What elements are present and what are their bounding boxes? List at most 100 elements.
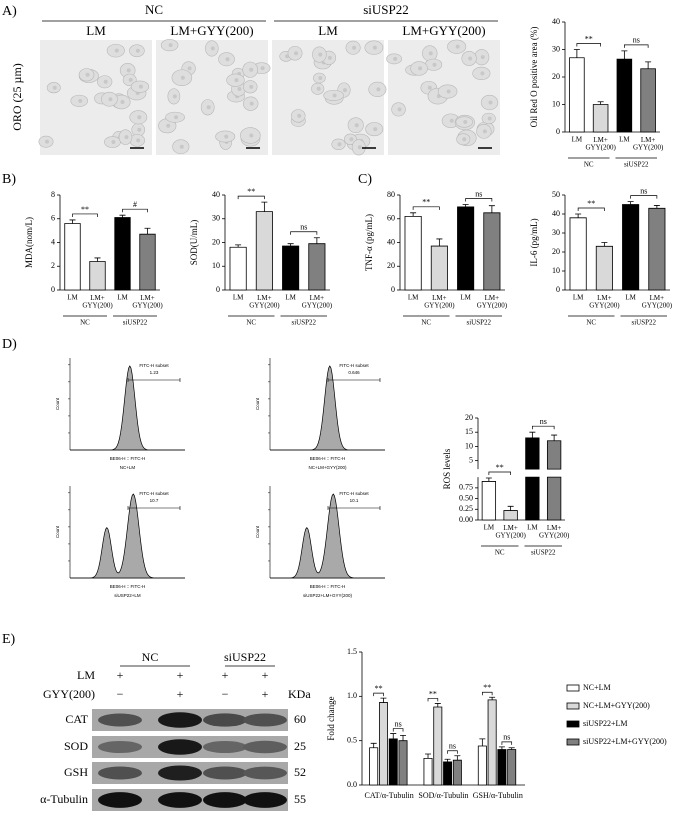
kda-label: 25 bbox=[294, 739, 306, 753]
y-tick-label: 6 bbox=[51, 214, 55, 223]
flow-y-label: Count bbox=[255, 525, 260, 538]
y-tick-label: 2 bbox=[51, 261, 55, 270]
x-tick-label: LM bbox=[484, 524, 495, 532]
error-bar bbox=[645, 61, 652, 69]
error-bar bbox=[485, 477, 492, 482]
bar bbox=[430, 245, 448, 291]
bar bbox=[546, 440, 562, 521]
legend-label: NC+LM bbox=[583, 683, 611, 692]
error-bar bbox=[94, 257, 101, 262]
nucleus bbox=[432, 62, 437, 67]
y-tick-label: 1.0 bbox=[347, 691, 357, 700]
nucleus bbox=[337, 142, 342, 147]
x-tick-label: LM+ GYY(200) bbox=[132, 294, 163, 310]
blot-band bbox=[98, 766, 142, 780]
y-tick-label: 30 bbox=[552, 228, 560, 237]
error-bar bbox=[235, 244, 242, 248]
nucleus bbox=[449, 118, 454, 123]
significance-label: ns bbox=[540, 417, 547, 426]
panel-label: E) bbox=[2, 632, 16, 647]
error-bar bbox=[462, 204, 469, 207]
group-label: NC bbox=[80, 319, 90, 327]
blot-sign: − bbox=[222, 687, 229, 701]
nucleus bbox=[294, 51, 299, 56]
bar bbox=[404, 215, 422, 291]
y-axis-label: ROS levels bbox=[442, 448, 452, 489]
bar bbox=[569, 217, 587, 291]
x-tick-label: LM bbox=[573, 294, 584, 302]
nucleus bbox=[137, 127, 142, 132]
x-tick-label: LM bbox=[460, 294, 471, 302]
nucleus bbox=[487, 116, 492, 121]
blot-sign: + bbox=[177, 668, 184, 682]
y-axis-label: Oil Red O positive area (%) bbox=[529, 27, 539, 128]
y-tick-label: 5 bbox=[469, 455, 473, 464]
group-label: NC bbox=[495, 549, 505, 557]
significance-label: ** bbox=[587, 199, 595, 208]
error-bar bbox=[489, 696, 496, 700]
error-bar bbox=[261, 201, 268, 212]
nucleus bbox=[316, 86, 321, 91]
significance-label: ** bbox=[496, 463, 504, 472]
significance-bracket bbox=[427, 698, 439, 702]
significance-label: ns bbox=[395, 719, 402, 728]
bar bbox=[114, 217, 131, 291]
y-tick-label: 20 bbox=[387, 261, 395, 270]
nucleus bbox=[234, 78, 239, 83]
bar bbox=[64, 223, 81, 291]
y-tick-label: 1.5 bbox=[347, 647, 357, 656]
flow-x-label: BE06-H :: FITC-H bbox=[110, 456, 146, 461]
y-tick-label: 4 bbox=[51, 237, 55, 246]
significance-bracket bbox=[465, 198, 493, 202]
gate-label: FITC-H subset bbox=[139, 491, 169, 496]
nucleus bbox=[174, 115, 179, 120]
error-bar bbox=[488, 205, 495, 213]
bar bbox=[139, 233, 156, 291]
flow-gate bbox=[127, 378, 181, 382]
bar bbox=[433, 706, 443, 786]
x-tick-label: LM bbox=[117, 294, 128, 302]
nucleus bbox=[455, 44, 460, 49]
nucleus bbox=[135, 48, 140, 53]
blot-band bbox=[203, 740, 247, 754]
y-axis-label: SOD(U/mL) bbox=[189, 220, 199, 266]
flow-y-label: Count bbox=[255, 397, 260, 410]
x-tick-label: LM bbox=[625, 294, 636, 302]
nucleus bbox=[78, 98, 83, 103]
significance-label: ns bbox=[633, 36, 640, 45]
blot-band bbox=[158, 792, 202, 808]
legend-label: NC+LM+GYY(200) bbox=[583, 701, 650, 710]
significance-label: ** bbox=[422, 198, 430, 207]
blot-band bbox=[98, 713, 142, 727]
x-tick-label: GSH/α-Tubulin bbox=[473, 791, 523, 800]
bar bbox=[457, 206, 475, 291]
gate-label: FITC-H subset bbox=[339, 491, 369, 496]
flow-x-label: BE06-H :: FITC-H bbox=[110, 584, 146, 589]
significance-label: ** bbox=[429, 689, 437, 698]
y-tick-label: 10 bbox=[212, 261, 220, 270]
flow-histogram bbox=[70, 493, 185, 579]
nucleus bbox=[372, 45, 377, 50]
legend-label: siUSP22+LM bbox=[583, 719, 628, 728]
bar bbox=[255, 211, 273, 291]
bar bbox=[525, 437, 540, 521]
panel-label: C) bbox=[358, 172, 372, 187]
blot-group: siUSP22 bbox=[224, 650, 266, 664]
nucleus bbox=[249, 67, 254, 72]
group-label: siUSP22 bbox=[631, 319, 656, 327]
bar bbox=[592, 104, 609, 133]
y-tick-label: 10 bbox=[465, 441, 473, 450]
blot-band bbox=[158, 765, 202, 781]
nucleus bbox=[393, 56, 398, 61]
blot-band bbox=[203, 713, 247, 727]
bar bbox=[616, 58, 633, 133]
panel-label: B) bbox=[2, 172, 16, 187]
blot-band bbox=[203, 792, 247, 808]
flow-histogram bbox=[270, 365, 385, 451]
nucleus bbox=[332, 93, 337, 98]
significance-label: ns bbox=[475, 189, 482, 198]
bar bbox=[388, 738, 398, 786]
significance-bracket bbox=[373, 692, 384, 697]
blot-band bbox=[98, 740, 142, 754]
bar bbox=[477, 745, 487, 786]
